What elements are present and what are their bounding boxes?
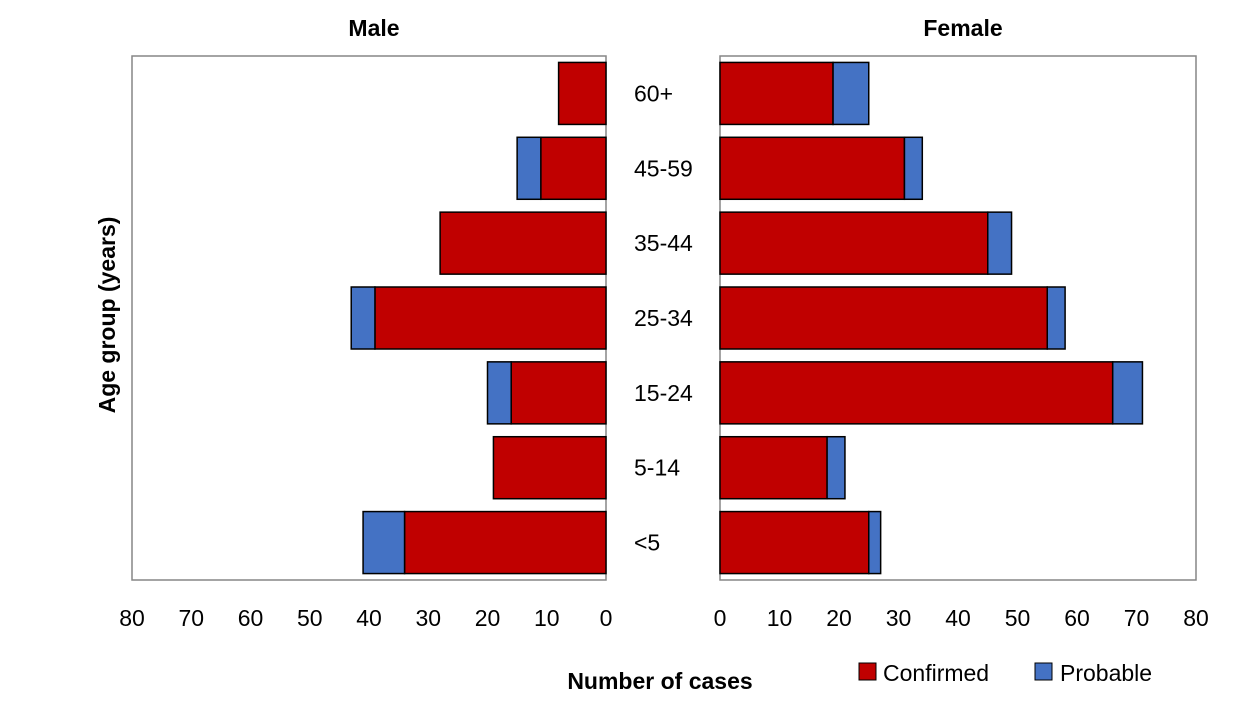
male-bar-confirmed-6 bbox=[403, 510, 607, 575]
age-category-3: 25-34 bbox=[634, 305, 693, 331]
male-bar-confirmed-3 bbox=[374, 286, 607, 350]
female-bar-confirmed-2 bbox=[719, 211, 989, 275]
female-x-tick-50: 50 bbox=[1005, 605, 1031, 631]
female-bar-probable-6 bbox=[868, 510, 882, 575]
female-bar-probable-1 bbox=[903, 136, 924, 201]
female-x-tick-10: 10 bbox=[767, 605, 793, 631]
age-category-2: 35-44 bbox=[634, 230, 693, 256]
male-bar-confirmed-5 bbox=[492, 435, 607, 500]
x-axis-title: Number of cases bbox=[567, 668, 752, 694]
female-bar-confirmed-3 bbox=[719, 286, 1048, 350]
age-category-6: <5 bbox=[634, 530, 660, 556]
male-x-tick-0: 0 bbox=[600, 605, 613, 631]
female-bar-probable-0 bbox=[832, 61, 870, 126]
legend-label-probable: Probable bbox=[1060, 660, 1152, 686]
female-panel: 0 10 20 30 40 50 60 70 80 bbox=[714, 55, 1209, 631]
age-category-5: 5-14 bbox=[634, 455, 680, 481]
female-x-tick-60: 60 bbox=[1064, 605, 1090, 631]
male-x-tick-20: 20 bbox=[475, 605, 501, 631]
male-x-tick-60: 60 bbox=[238, 605, 264, 631]
female-bar-confirmed-4 bbox=[719, 361, 1114, 425]
male-bar-probable-4 bbox=[486, 361, 512, 425]
age-category-labels: 60+ 45-59 35-44 25-34 15-24 5-14 <5 bbox=[634, 80, 693, 555]
female-bar-probable-3 bbox=[1046, 286, 1066, 350]
legend-label-confirmed: Confirmed bbox=[883, 660, 989, 686]
female-bar-probable-2 bbox=[987, 211, 1013, 275]
female-bar-confirmed-1 bbox=[719, 136, 906, 201]
legend-swatch-confirmed bbox=[858, 662, 877, 681]
age-category-4: 15-24 bbox=[634, 380, 693, 406]
male-x-tick-30: 30 bbox=[415, 605, 441, 631]
male-x-tick-70: 70 bbox=[178, 605, 204, 631]
male-bar-probable-6 bbox=[362, 510, 406, 575]
male-bar-confirmed-1 bbox=[540, 136, 607, 201]
y-axis-title: Age group (years) bbox=[94, 217, 120, 414]
female-x-tick-40: 40 bbox=[945, 605, 971, 631]
female-x-tick-80: 80 bbox=[1183, 605, 1209, 631]
male-bar-confirmed-4 bbox=[510, 361, 607, 425]
female-x-tick-20: 20 bbox=[826, 605, 852, 631]
male-panel: 0 10 20 30 40 50 60 70 80 bbox=[119, 55, 613, 631]
age-category-1: 45-59 bbox=[634, 155, 693, 181]
female-panel-title: Female bbox=[923, 15, 1002, 41]
male-x-tick-40: 40 bbox=[356, 605, 382, 631]
female-bar-confirmed-5 bbox=[719, 435, 828, 500]
legend-swatch-probable bbox=[1034, 662, 1053, 681]
male-bar-confirmed-0 bbox=[557, 61, 607, 126]
female-bar-probable-5 bbox=[826, 435, 846, 500]
male-bar-probable-1 bbox=[516, 136, 542, 201]
female-bar-confirmed-6 bbox=[719, 510, 870, 575]
male-x-tick-80: 80 bbox=[119, 605, 145, 631]
female-bar-confirmed-0 bbox=[719, 61, 834, 126]
female-x-tick-0: 0 bbox=[714, 605, 727, 631]
male-x-tick-10: 10 bbox=[534, 605, 560, 631]
female-bar-probable-4 bbox=[1111, 361, 1144, 425]
legend: Confirmed Probable bbox=[858, 660, 1152, 686]
female-x-tick-70: 70 bbox=[1124, 605, 1150, 631]
female-x-tick-30: 30 bbox=[886, 605, 912, 631]
age-category-0: 60+ bbox=[634, 80, 673, 106]
male-bar-probable-3 bbox=[350, 286, 376, 350]
male-panel-title: Male bbox=[348, 15, 399, 41]
male-x-tick-50: 50 bbox=[297, 605, 323, 631]
male-bar-confirmed-2 bbox=[439, 211, 607, 275]
